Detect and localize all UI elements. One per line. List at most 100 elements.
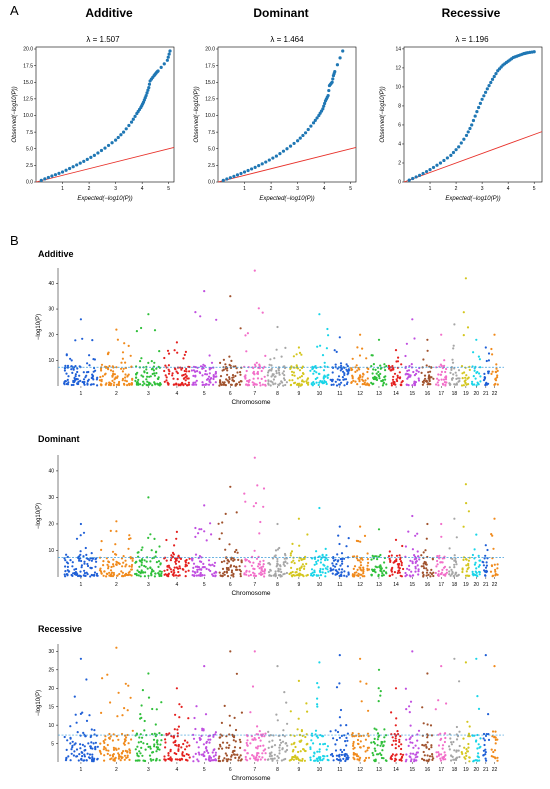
manhattan-point — [142, 742, 145, 745]
manhattan-point — [251, 381, 254, 384]
qq-point — [110, 141, 114, 145]
manhattan-point — [117, 383, 120, 386]
manhattan-point — [117, 747, 120, 750]
manhattan-point — [294, 754, 297, 757]
manhattan-point — [292, 758, 295, 761]
manhattan-point — [74, 365, 77, 368]
manhattan-point — [77, 759, 80, 762]
manhattan-point — [124, 559, 127, 562]
manhattan-point — [302, 380, 305, 383]
manhattan-point — [79, 712, 82, 716]
manhattan-y-tick-label: 30 — [48, 649, 54, 655]
manhattan-point — [436, 574, 440, 577]
manhattan-point — [103, 570, 106, 573]
manhattan-point — [86, 562, 89, 566]
manhattan-point — [441, 568, 444, 572]
manhattan-point — [342, 370, 345, 373]
manhattan-point — [450, 568, 453, 572]
manhattan-point — [175, 370, 178, 373]
manhattan-point — [450, 754, 453, 758]
manhattan-point — [410, 363, 413, 366]
manhattan-point — [212, 377, 215, 381]
manhattan-point — [423, 567, 426, 570]
qq-y-tick-label: 0 — [398, 180, 401, 186]
manhattan-point — [75, 567, 78, 571]
qq-point — [288, 144, 293, 148]
manhattan-point — [138, 750, 141, 753]
manhattan-x-tick-label: 3 — [147, 767, 150, 773]
manhattan-point — [331, 572, 334, 575]
manhattan-point — [326, 758, 329, 762]
manhattan-point — [77, 380, 80, 383]
manhattan-point — [253, 372, 256, 376]
manhattan-point — [178, 703, 181, 706]
manhattan-point — [359, 561, 362, 564]
manhattan-point — [378, 375, 381, 378]
manhattan-point — [360, 734, 363, 738]
manhattan-point — [464, 752, 467, 755]
manhattan-point — [444, 732, 447, 735]
manhattan-point — [465, 748, 468, 751]
manhattan-point — [451, 358, 454, 361]
manhattan-point — [490, 347, 493, 351]
manhattan-point — [192, 566, 195, 570]
manhattan-point — [208, 741, 211, 744]
manhattan-point — [472, 760, 475, 763]
manhattan-point — [289, 383, 293, 386]
manhattan-point — [103, 745, 106, 749]
manhattan-point — [276, 755, 279, 758]
manhattan-point — [317, 559, 320, 562]
manhattan-point — [477, 752, 480, 755]
manhattan-point — [455, 725, 458, 729]
manhattan-point — [107, 565, 110, 568]
manhattan-point — [122, 750, 125, 753]
manhattan-x-tick-label: 13 — [376, 767, 382, 773]
manhattan-point — [131, 377, 134, 380]
manhattan-point — [141, 546, 144, 549]
manhattan-point — [223, 757, 226, 760]
manhattan-point — [231, 374, 235, 377]
manhattan-point — [289, 552, 292, 555]
manhattan-point — [443, 751, 446, 754]
manhattan-point — [205, 539, 208, 542]
manhattan-point — [472, 351, 475, 354]
manhattan-point — [493, 736, 496, 739]
manhattan-point — [170, 570, 173, 574]
manhattan-point — [485, 759, 488, 762]
manhattan-point — [197, 746, 200, 749]
manhattan-point — [178, 716, 181, 719]
manhattan-peak-point — [318, 661, 321, 664]
manhattan-point — [395, 717, 398, 720]
manhattan-point — [465, 564, 468, 567]
manhattan-point — [494, 370, 497, 373]
manhattan-point — [334, 565, 337, 568]
manhattan-point — [358, 376, 361, 379]
manhattan-point — [225, 378, 228, 381]
manhattan-point — [435, 751, 438, 754]
manhattan-point — [462, 558, 465, 562]
manhattan-point — [103, 754, 106, 757]
manhattan-point — [113, 373, 116, 376]
manhattan-point — [301, 379, 304, 382]
manhattan-point — [370, 573, 373, 576]
manhattan-point — [181, 758, 184, 761]
manhattan-point — [194, 375, 197, 378]
manhattan-point — [208, 368, 211, 371]
manhattan-point — [284, 750, 287, 753]
manhattan-point — [358, 378, 361, 381]
manhattan-point — [298, 572, 301, 575]
manhattan-point — [363, 381, 366, 384]
manhattan-point — [380, 742, 383, 745]
manhattan-point — [173, 752, 176, 755]
manhattan-point — [337, 571, 340, 575]
manhattan-point — [366, 732, 370, 735]
manhattan-point — [71, 565, 74, 568]
manhattan-point — [398, 554, 401, 557]
manhattan-point — [352, 747, 355, 750]
manhattan-point — [99, 752, 103, 755]
manhattan-point — [324, 559, 327, 562]
manhattan-point — [302, 748, 305, 751]
manhattan-point — [344, 759, 347, 763]
qq-y-tick-label: 12 — [395, 66, 401, 72]
manhattan-point — [494, 742, 497, 745]
